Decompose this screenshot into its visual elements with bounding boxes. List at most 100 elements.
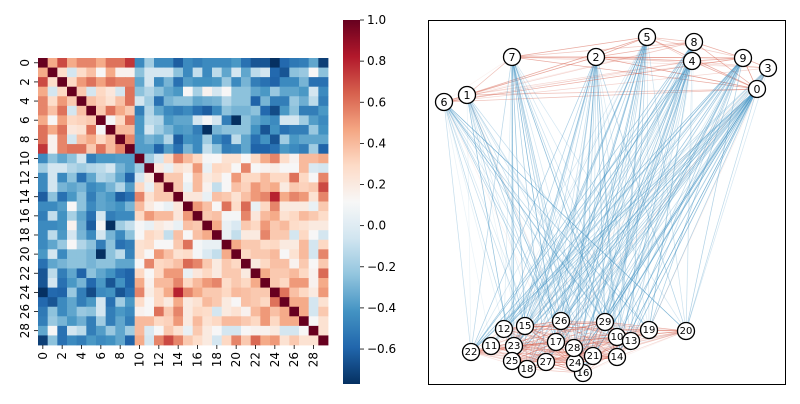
network-edge — [490, 60, 693, 347]
network-edge — [443, 60, 693, 103]
network-edge — [466, 94, 594, 357]
heatmap-cell — [86, 335, 97, 346]
heatmap-cell — [260, 172, 271, 183]
network-edge — [646, 36, 687, 332]
heatmap-cell — [183, 86, 194, 97]
node-circle — [564, 338, 584, 358]
network-edge — [466, 94, 618, 338]
network-edge — [466, 94, 606, 323]
heatmap-cell — [105, 239, 116, 250]
network-node: 9 — [733, 48, 753, 68]
heatmap-cell — [47, 249, 58, 260]
network-edge — [545, 88, 758, 363]
heatmap-cell — [279, 182, 290, 193]
heatmap-cell — [183, 115, 194, 126]
network-edge — [595, 41, 695, 58]
heatmap-cell — [289, 211, 300, 222]
network-edge — [604, 57, 744, 323]
heatmap-cell — [318, 278, 329, 288]
heatmap-cell — [192, 105, 203, 116]
heatmap-cell — [241, 77, 252, 88]
heatmap-cell — [241, 96, 252, 107]
network-edge — [511, 56, 584, 374]
heatmap-cell — [270, 115, 281, 126]
heatmap-cell — [144, 134, 155, 145]
heatmap-cell — [231, 306, 242, 317]
heatmap-cell — [144, 201, 155, 212]
network-edge — [513, 329, 650, 347]
heatmap-cell — [260, 58, 271, 68]
heatmap-cell — [86, 67, 97, 78]
heatmap-cell — [231, 124, 242, 135]
network-edge — [560, 88, 758, 322]
heatmap-cell — [260, 278, 271, 288]
network-edge — [511, 36, 648, 58]
network-node: 28 — [564, 338, 584, 358]
heatmap-cell — [86, 239, 97, 250]
node-circle — [583, 346, 603, 366]
heatmap-cell — [154, 144, 165, 155]
heatmap-cell — [134, 201, 145, 212]
heatmap-cell — [86, 86, 97, 97]
heatmap-cell — [96, 96, 107, 107]
heatmap-cell — [299, 268, 310, 279]
heatmap-cell — [212, 297, 223, 308]
network-node: 7 — [502, 47, 522, 67]
network-edge — [511, 41, 695, 362]
heatmap-cell — [125, 58, 136, 68]
heatmap-cell — [144, 124, 155, 135]
heatmap-cell — [221, 58, 232, 68]
heatmap-cell — [115, 172, 126, 183]
network-edge — [524, 57, 744, 327]
heatmap-cell — [192, 172, 203, 183]
heatmap-cell — [144, 144, 155, 155]
heatmap-cell — [163, 287, 174, 298]
heatmap-cell — [163, 297, 174, 308]
heatmap-cell — [105, 191, 116, 202]
heatmap-cell — [212, 86, 223, 97]
heatmap-cell — [270, 144, 281, 155]
heatmap-cell — [173, 211, 184, 222]
network-edge — [560, 320, 618, 338]
heatmap-cell — [212, 58, 223, 68]
heatmap-cell — [260, 86, 271, 97]
heatmap-cell — [212, 316, 223, 327]
network-edge — [685, 67, 769, 332]
heatmap-cell — [86, 191, 97, 202]
heatmap-cell — [183, 153, 194, 164]
heatmap-cell — [279, 249, 290, 260]
network-edge — [693, 41, 758, 90]
heatmap-cell — [57, 239, 68, 250]
heatmap-cell — [115, 58, 126, 68]
heatmap-cell — [115, 230, 126, 241]
network-edge — [573, 57, 744, 349]
heatmap-cell — [144, 335, 155, 346]
heatmap-cell — [76, 153, 87, 164]
heatmap-cell — [270, 124, 281, 135]
heatmap-cell — [231, 201, 242, 212]
heatmap-cell — [173, 335, 184, 346]
heatmap-cell — [173, 86, 184, 97]
colorbar-tick-label: 1.0 — [367, 13, 386, 27]
heatmap-cell — [57, 230, 68, 241]
heatmap-cell — [47, 325, 58, 336]
heatmap-cell — [163, 115, 174, 126]
heatmap-cell — [154, 258, 165, 269]
heatmap-cell — [289, 278, 300, 288]
heatmap-cell — [86, 124, 97, 135]
heatmap-cell — [202, 335, 213, 346]
heatmap-cell — [134, 58, 145, 68]
heatmap-cell — [134, 239, 145, 250]
x-tick-label: 0 — [36, 352, 50, 360]
heatmap-cell — [250, 86, 261, 97]
colorbar-tick-label: −0.4 — [367, 301, 396, 315]
heatmap-cell — [144, 211, 155, 222]
heatmap-cell — [57, 316, 68, 327]
node-label: 23 — [508, 341, 521, 352]
heatmap-cell — [231, 239, 242, 250]
heatmap-cell — [299, 201, 310, 212]
heatmap-cell — [105, 220, 116, 231]
heatmap-cell — [105, 335, 116, 346]
heatmap-cell — [57, 201, 68, 212]
heatmap-cell — [260, 77, 271, 88]
